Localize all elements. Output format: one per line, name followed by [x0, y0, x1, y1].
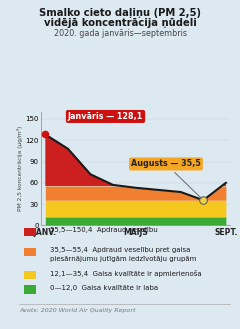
- Text: vidējā koncentrācija ņūdeli: vidējā koncentrācija ņūdeli: [44, 18, 196, 28]
- Y-axis label: PM 2,5 koncentrācija (μg/m³): PM 2,5 koncentrācija (μg/m³): [17, 126, 23, 211]
- Text: Augusts — 35,5: Augusts — 35,5: [131, 160, 201, 198]
- Text: 0—12,0  Gaisa kvalītāte ir laba: 0—12,0 Gaisa kvalītāte ir laba: [50, 285, 159, 291]
- Text: 12,1—35,4  Gaisa kvalītāte ir apmierienoša: 12,1—35,4 Gaisa kvalītāte ir apmierienoš…: [50, 269, 202, 277]
- Text: 35,5—55,4  Apdraud veselību pret gaisa: 35,5—55,4 Apdraud veselību pret gaisa: [50, 247, 191, 253]
- Text: 2020. gada janvāris—septembris: 2020. gada janvāris—septembris: [54, 29, 186, 38]
- Text: Avots: 2020 World Air Quality Report: Avots: 2020 World Air Quality Report: [19, 308, 136, 313]
- Text: Janvāris — 128,1: Janvāris — 128,1: [68, 112, 143, 121]
- Text: Smalko cieto daļiņu (PM 2,5): Smalko cieto daļiņu (PM 2,5): [39, 8, 201, 18]
- Text: 55,5—150,4  Apdraud veselību: 55,5—150,4 Apdraud veselību: [50, 227, 158, 233]
- Text: piesārnājumu jutīgām iedzīvotāju grupām: piesārnājumu jutīgām iedzīvotāju grupām: [50, 256, 197, 262]
